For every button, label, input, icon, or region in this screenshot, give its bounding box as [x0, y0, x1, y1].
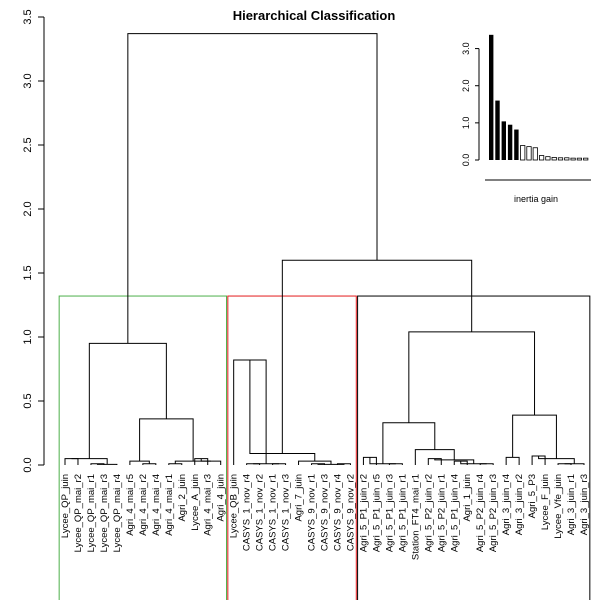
dendrogram-link [88, 342, 167, 459]
leaf-label: Lycee_F_juin [540, 474, 551, 530]
cluster-box-2 [227, 295, 357, 600]
cluster-box-1 [58, 295, 228, 600]
leaf-label: Agri_2_juin [177, 474, 188, 522]
dendrogram-link [564, 463, 585, 465]
dendrogram-link [281, 259, 473, 454]
leaf-label: CASYS_9_nov_r1 [307, 474, 318, 551]
y-tick-label: 3.5 [22, 9, 34, 24]
y-tick-label: 0.0 [22, 457, 34, 472]
inset-bar [507, 124, 513, 160]
chart-title: Hierarchical Classification [233, 8, 396, 23]
dendrogram-link [64, 458, 79, 465]
dendrogram-link [382, 422, 436, 464]
dendrogram-link [408, 331, 536, 423]
dendrogram-link [460, 461, 487, 465]
y-tick-label: 1.5 [22, 265, 34, 280]
inset-y-tick-label: 2.0 [461, 79, 471, 92]
y-tick-label: 2.0 [22, 201, 34, 216]
leaf-label: Agri_5_P2_juin_r1 [436, 474, 447, 552]
leaf-label: Agri_5_P1_juin_r4 [449, 474, 460, 552]
inset-bar [526, 146, 532, 161]
inset-bar [576, 157, 583, 161]
inset-bar [539, 155, 545, 161]
inset-bar [583, 157, 589, 161]
dendrogram-link [139, 418, 194, 462]
leaf-label: Agri_5_P1_juin_r2 [358, 474, 369, 552]
leaf-label: Agri_3_juin_r2 [514, 474, 525, 535]
leaf-label: CASYS_1_nov_r3 [281, 474, 292, 551]
inset-bar [564, 157, 570, 161]
y-axis: 0.0 0.5 1.0 1.5 2.0 2.5 3.0 3.5 [22, 9, 45, 473]
cluster-boxes [58, 295, 591, 600]
inset-bar [489, 34, 494, 161]
inset-bar [501, 121, 506, 160]
leaf-label: Agri_1_juin [462, 474, 473, 522]
leaf-label: Lycee_A_juin [190, 474, 201, 531]
dendrogram-tree [64, 33, 585, 465]
inset-bar [514, 129, 519, 160]
leaf-label: Agri_3_juin_r3 [579, 474, 590, 535]
y-tick-label: 3.0 [22, 73, 34, 88]
dendrogram-link [505, 456, 520, 465]
leaf-label: Lycee_QP_mai_r3 [99, 474, 110, 552]
leaf-label: CASYS_9_nov_r2 [345, 474, 356, 551]
dendrogram-link [142, 463, 157, 465]
inset-bar [495, 100, 500, 160]
dendrogram-link [512, 414, 557, 459]
inset-y-tick-label: 1.0 [461, 117, 471, 130]
dendrogram-link [127, 33, 378, 344]
inset-y-tick-label: 0.0 [461, 154, 471, 167]
leaf-labels: Lycee_QP_juin Lycee_QP_mai_r2 Lycee_QP_mai… [60, 474, 590, 560]
leaf-label: Agri_7_juin [294, 474, 305, 522]
leaf-label: Agri_5_P2_juin_r4 [475, 474, 486, 552]
y-tick-label: 2.5 [22, 137, 34, 152]
y-tick-label: 0.5 [22, 393, 34, 408]
inset-bar [545, 156, 551, 161]
dendrogram-link [369, 457, 396, 465]
inset-bar [532, 147, 538, 161]
leaf-label: CASYS_9_nov_r4 [332, 474, 343, 551]
leaf-label: Agri_5_P1_juin_r5 [371, 474, 382, 552]
dendrogram-link [414, 449, 455, 465]
leaf-label: Agri_4_mai_r2 [138, 474, 149, 536]
leaf-label: Agri_3_juin_r1 [566, 474, 577, 535]
inertia-gain-inset: inertia gain 0.0 1.0 2.0 3.0 [461, 34, 591, 204]
inset-bar [520, 145, 526, 161]
leaf-label: Agri_4_mai_r5 [125, 474, 136, 536]
leaf-label: Agri_4_mai_r1 [164, 474, 175, 536]
leaf-label: CASYS_1_nov_r4 [242, 474, 253, 551]
leaf-label: Agri_4_mai_r4 [151, 474, 162, 536]
leaf-label: Agri_5_P1_juin_r3 [384, 474, 395, 552]
leaf-label: CASYS_9_nov_r3 [320, 474, 331, 551]
dendrogram-link [71, 458, 108, 465]
leaf-label: CASYS_1_nov_r2 [255, 474, 266, 551]
leaf-label: Agri_4_mai_r3 [203, 474, 214, 536]
inset-bar [570, 157, 576, 161]
leaf-label: Agri_3_juin_r4 [501, 474, 512, 535]
inset-bar [551, 156, 557, 161]
dendrogram-link [129, 460, 150, 465]
inset-bar [557, 157, 564, 161]
leaf-label: Agri_5_P2_juin_r2 [423, 474, 434, 552]
leaf-label: Lycee_Vfe_juin [553, 474, 564, 539]
leaf-label: Lycee_QP_juin [60, 474, 71, 538]
leaf-label: Lycee_QP_mai_r2 [73, 474, 84, 552]
leaf-label: Lycee_QB_juin [229, 474, 240, 538]
inset-y-tick-label: 3.0 [461, 42, 471, 55]
leaf-label: Agri_5_P3 [527, 474, 538, 518]
leaf-label: Agri_5_P2_juin_r3 [488, 474, 499, 552]
dendrogram-link [174, 460, 211, 464]
leaf-label: Lycee_QP_mai_r1 [86, 474, 97, 552]
inset-axis-label: inertia gain [514, 194, 558, 204]
leaf-label: CASYS_1_nov_r1 [268, 474, 279, 551]
dendrogram-link [168, 463, 183, 465]
cluster-box-3 [357, 295, 591, 600]
dendrogram-link [200, 458, 222, 465]
leaf-label: Agri_5_P1_juin_r1 [397, 474, 408, 552]
y-tick-label: 1.0 [22, 329, 34, 344]
leaf-label: Agri_4_juin [216, 474, 227, 522]
leaf-label: Station_FT4_mai_r1 [410, 474, 421, 560]
leaf-label: Lycee_QP_mai_r4 [112, 474, 123, 552]
